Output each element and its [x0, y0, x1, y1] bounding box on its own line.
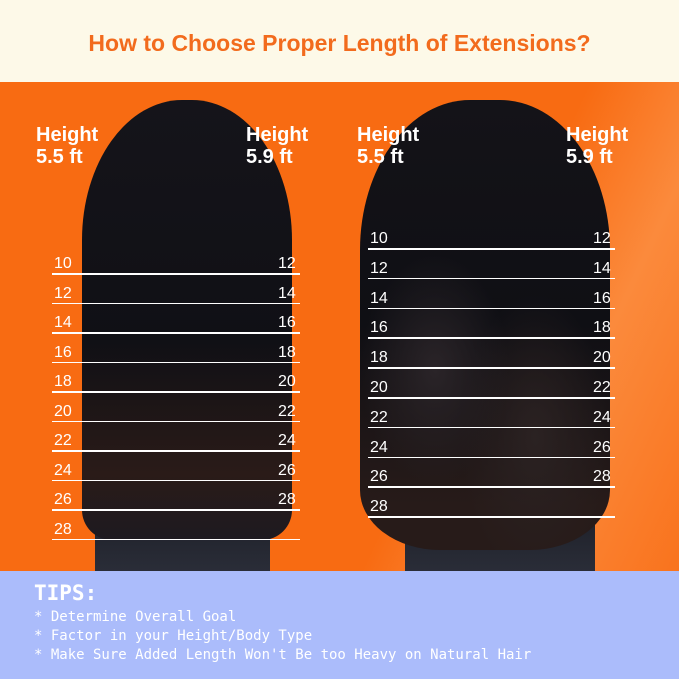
- length-left: 24: [370, 438, 388, 456]
- height-word: Height: [246, 124, 309, 146]
- length-right: 14: [278, 284, 296, 302]
- length-line: [52, 538, 300, 540]
- height-word: Height: [36, 124, 99, 146]
- hair-length-chart: Height 5.5 ft Height 5.9 ft 10 12 14 16 18 20 22 24…: [0, 82, 679, 571]
- length-left: 28: [370, 498, 388, 516]
- height-label-left: Height 5.5 ft: [36, 124, 98, 168]
- length-line: [52, 420, 300, 422]
- length-left: 14: [54, 314, 72, 331]
- length-right: 16: [593, 289, 611, 307]
- length-right: 22: [593, 379, 611, 396]
- length-line: [52, 273, 300, 275]
- tips-title: TIPS:: [34, 581, 98, 605]
- length-right: 16: [278, 314, 296, 331]
- length-right: 28: [593, 468, 611, 486]
- length-line: [52, 479, 300, 481]
- length-right: 26: [593, 438, 611, 456]
- length-left: 22: [54, 432, 72, 449]
- length-line: [368, 397, 615, 399]
- length-left: 12: [370, 259, 388, 277]
- height-label-right: Height 5.9 ft: [246, 124, 308, 168]
- length-right: 18: [593, 319, 611, 337]
- length-right: 14: [593, 259, 611, 277]
- length-right: 20: [593, 349, 611, 367]
- straight-hair-image: [82, 100, 292, 540]
- length-line: [52, 302, 300, 304]
- length-left: 16: [370, 319, 388, 337]
- height-value: 5.5 ft: [357, 146, 404, 168]
- length-line: [368, 367, 615, 369]
- page-title: How to Choose Proper Length of Extension…: [88, 30, 591, 56]
- length-left: 24: [54, 461, 72, 479]
- length-line: [52, 332, 300, 334]
- length-line: [52, 450, 300, 452]
- length-right: 26: [278, 461, 296, 479]
- height-label-left: Height 5.5 ft: [357, 124, 419, 168]
- length-right: 24: [593, 408, 611, 426]
- length-right: 28: [278, 491, 296, 508]
- length-right: 18: [278, 343, 296, 361]
- length-left: 20: [370, 379, 388, 396]
- length-line: [368, 456, 615, 459]
- length-left: 12: [54, 284, 72, 302]
- length-left: 20: [54, 402, 72, 420]
- height-word: Height: [566, 124, 629, 146]
- length-line: [368, 516, 615, 518]
- length-line: [52, 509, 300, 511]
- length-left: 16: [54, 343, 72, 361]
- length-left: 26: [54, 491, 72, 508]
- length-line: [368, 426, 615, 429]
- length-line: [52, 391, 300, 393]
- length-right: 12: [593, 230, 611, 247]
- height-value: 5.9 ft: [246, 146, 293, 168]
- height-label-right: Height 5.9 ft: [566, 124, 628, 168]
- length-right: 20: [278, 373, 296, 390]
- length-left: 26: [370, 468, 388, 486]
- length-line: [368, 248, 615, 250]
- length-left: 10: [370, 230, 388, 247]
- length-left: 10: [54, 255, 72, 272]
- tips-section: TIPS: * Determine Overall Goal * Factor …: [0, 571, 679, 679]
- length-line: [368, 307, 615, 310]
- header-banner: How to Choose Proper Length of Extension…: [0, 0, 679, 82]
- length-left: 28: [54, 520, 72, 538]
- length-right: 12: [278, 255, 296, 272]
- height-value: 5.9 ft: [566, 146, 613, 168]
- length-left: 18: [370, 349, 388, 367]
- length-left: 22: [370, 408, 388, 426]
- tip-item: * Factor in your Height/Body Type: [34, 628, 313, 644]
- height-value: 5.5 ft: [36, 146, 83, 168]
- length-left: 18: [54, 373, 72, 390]
- length-line: [52, 361, 300, 363]
- length-left: 14: [370, 289, 388, 307]
- length-right: 24: [278, 432, 296, 449]
- length-line: [368, 337, 615, 339]
- tip-item: * Make Sure Added Length Won't Be too He…: [34, 647, 532, 663]
- length-line: [368, 277, 615, 280]
- tip-item: * Determine Overall Goal: [34, 609, 237, 625]
- height-word: Height: [357, 124, 420, 146]
- length-line: [368, 486, 615, 488]
- wavy-hair-image: [360, 100, 610, 550]
- length-right: 22: [278, 402, 296, 420]
